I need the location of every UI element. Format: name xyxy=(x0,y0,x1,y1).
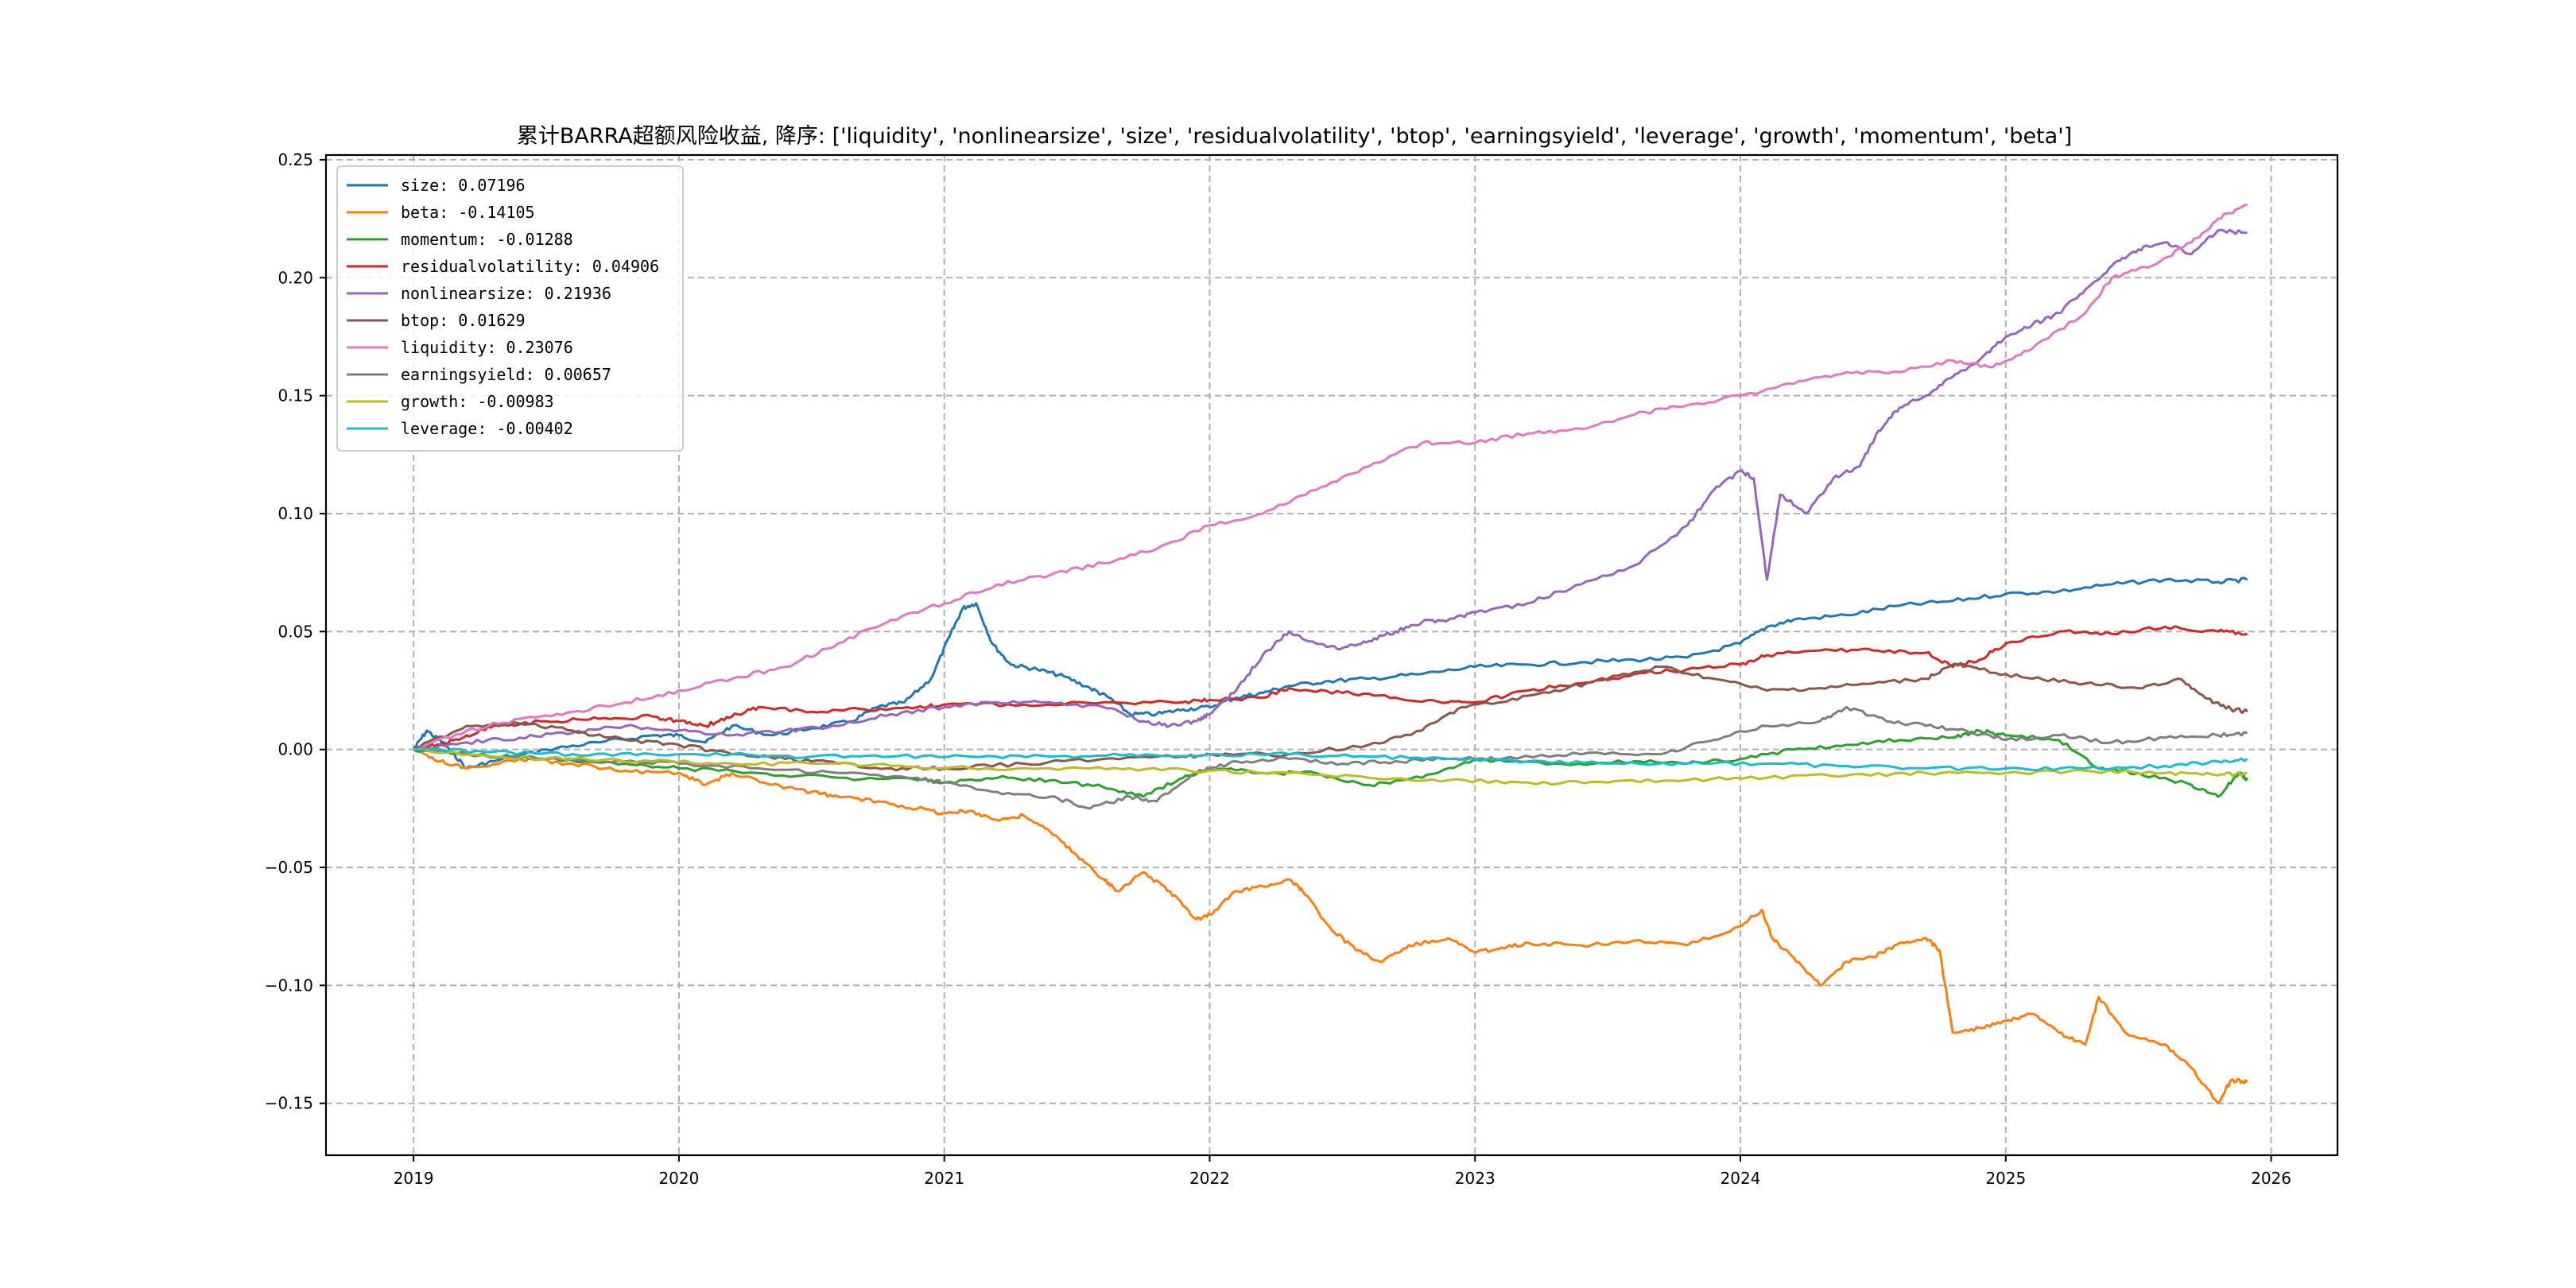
legend-label-growth: growth: -0.00983 xyxy=(401,392,554,411)
x-tick-label: 2019 xyxy=(394,1169,434,1188)
series-line-liquidity xyxy=(413,203,2248,751)
x-tick-label: 2024 xyxy=(1721,1169,1761,1188)
legend-label-btop: btop: 0.01629 xyxy=(401,311,526,330)
legend-label-beta: beta: -0.14105 xyxy=(401,203,535,222)
series-line-beta xyxy=(413,748,2248,1105)
legend-label-earningsyield: earningsyield: 0.00657 xyxy=(401,365,611,384)
legend-label-momentum: momentum: -0.01288 xyxy=(401,230,573,249)
y-tick-label: −0.10 xyxy=(265,976,313,995)
series-line-momentum xyxy=(413,728,2248,798)
legend-label-size: size: 0.07196 xyxy=(401,176,526,195)
plot-frame xyxy=(324,153,2339,1157)
y-tick-label: 0.00 xyxy=(277,740,313,759)
series-line-earningsyield xyxy=(413,705,2248,810)
x-tick-label: 2023 xyxy=(1455,1169,1496,1188)
x-axis: 2019 2020 2021 2022 2023 2024 2025 2026 xyxy=(394,1155,2291,1188)
x-tick-label: 2021 xyxy=(924,1169,964,1188)
y-axis: 0.25 0.20 0.15 0.10 0.05 0.00 −0.05 −0.10 −0.15 xyxy=(265,150,326,1113)
series-lines xyxy=(412,203,2248,1105)
legend-box xyxy=(336,165,684,452)
x-tick-label: 2020 xyxy=(658,1169,699,1188)
x-tick-label: 2025 xyxy=(1985,1169,2026,1188)
y-tick-label: −0.05 xyxy=(265,858,313,877)
y-tick-label: 0.15 xyxy=(277,386,313,405)
y-tick-label: 0.05 xyxy=(277,622,313,641)
y-tick-label: −0.15 xyxy=(265,1094,313,1113)
legend-label-liquidity: liquidity: 0.23076 xyxy=(401,338,573,357)
legend-label-residualvolatility: residualvolatility: 0.04906 xyxy=(401,257,659,276)
y-tick-label: 0.20 xyxy=(277,268,313,287)
chart-title: 累计BARRA超额风险收益, 降序: ['liquidity', 'nonlin… xyxy=(517,124,2072,149)
series-line-size xyxy=(412,576,2248,770)
legend-label-nonlinearsize: nonlinearsize: 0.21936 xyxy=(401,284,611,303)
y-tick-label: 0.10 xyxy=(277,504,313,523)
x-tick-label: 2026 xyxy=(2251,1169,2291,1188)
y-tick-label: 0.25 xyxy=(277,150,313,169)
legend: size: 0.07196 beta: -0.14105 momentum: -0.… xyxy=(336,165,684,452)
series-line-growth xyxy=(413,747,2248,786)
legend-label-leverage: leverage: -0.00402 xyxy=(401,419,573,438)
series-line-nonlinearsize xyxy=(413,228,2248,751)
series-line-leverage xyxy=(413,747,2248,772)
x-tick-label: 2022 xyxy=(1189,1169,1230,1188)
